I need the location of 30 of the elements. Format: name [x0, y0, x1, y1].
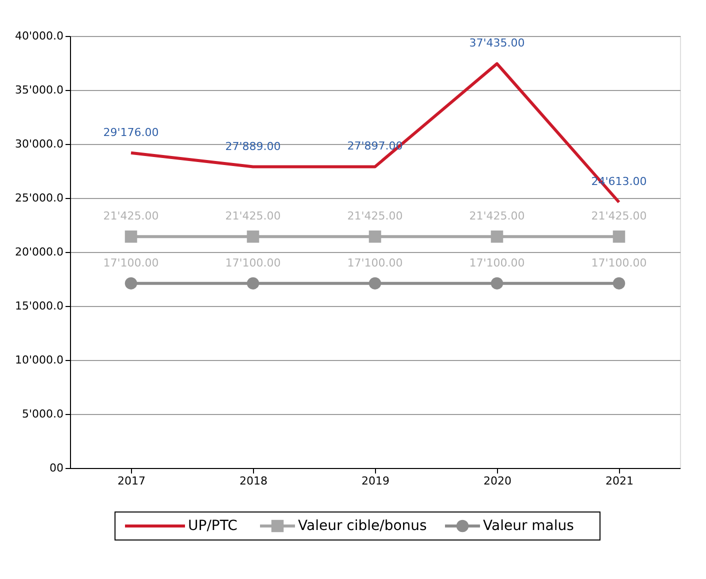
data-label: 21'425.00 — [469, 210, 525, 223]
data-label: 37'435.00 — [469, 36, 525, 50]
data-label: 17'100.00 — [347, 256, 403, 270]
y-tick-label: 30'000.0 — [14, 138, 64, 150]
y-tick-label: 20'000.0 — [14, 246, 64, 258]
x-tick-label: 2017 — [118, 474, 146, 488]
data-label: 17'100.00 — [103, 256, 159, 270]
legend-label: Valeur cible/bonus — [298, 518, 427, 534]
legend-label: Valeur malus — [483, 518, 574, 534]
data-label: 17'100.00 — [225, 256, 281, 270]
data-label: 21'425.00 — [591, 210, 647, 223]
legend-label: UP/PTC — [188, 518, 238, 534]
data-label: 27'889.00 — [225, 140, 281, 153]
x-tick-label: 2020 — [484, 474, 512, 488]
x-tick-label: 2018 — [240, 474, 268, 488]
y-tick-label: 15'000.0 — [14, 300, 64, 312]
y-tick-label: 25'000.0 — [14, 192, 64, 204]
y-tick-label: 5'000.0 — [22, 408, 64, 420]
data-label: 21'425.00 — [347, 210, 403, 223]
x-tick-label: 2019 — [362, 474, 390, 488]
x-tick-label: 2021 — [606, 474, 634, 488]
y-tick-label: 10'000.0 — [14, 354, 64, 366]
data-label: 17'100.00 — [591, 256, 647, 270]
y-tick-label: 00 — [50, 462, 64, 474]
y-tick-label: 40'000.0 — [14, 30, 64, 42]
data-label: 17'100.00 — [469, 256, 525, 270]
data-label: 21'425.00 — [103, 210, 159, 223]
y-tick-label: 35'000.0 — [14, 84, 64, 96]
data-label: 29'176.00 — [103, 126, 159, 139]
data-label: 21'425.00 — [225, 210, 281, 223]
